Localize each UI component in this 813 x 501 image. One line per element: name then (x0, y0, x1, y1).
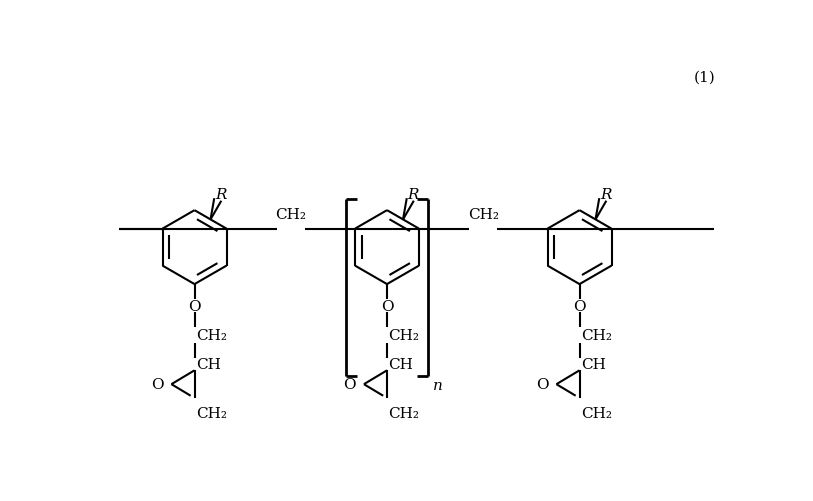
Text: CH: CH (196, 357, 221, 371)
Text: CH₂: CH₂ (196, 406, 227, 420)
Text: (1): (1) (694, 71, 715, 85)
Text: R: R (215, 188, 227, 202)
Text: O: O (573, 299, 586, 313)
Text: CH₂: CH₂ (276, 207, 307, 221)
Text: n: n (433, 378, 443, 392)
Text: R: R (407, 188, 420, 202)
Text: O: O (151, 377, 163, 391)
Text: CH₂: CH₂ (196, 328, 227, 342)
Text: O: O (380, 299, 393, 313)
Text: CH₂: CH₂ (389, 328, 420, 342)
Text: CH₂: CH₂ (467, 207, 498, 221)
Text: R: R (600, 188, 611, 202)
Text: O: O (536, 377, 549, 391)
Text: CH₂: CH₂ (581, 328, 612, 342)
Text: CH₂: CH₂ (389, 406, 420, 420)
Text: CH: CH (389, 357, 414, 371)
Text: CH: CH (581, 357, 606, 371)
Text: CH₂: CH₂ (581, 406, 612, 420)
Text: O: O (344, 377, 356, 391)
Text: O: O (188, 299, 201, 313)
